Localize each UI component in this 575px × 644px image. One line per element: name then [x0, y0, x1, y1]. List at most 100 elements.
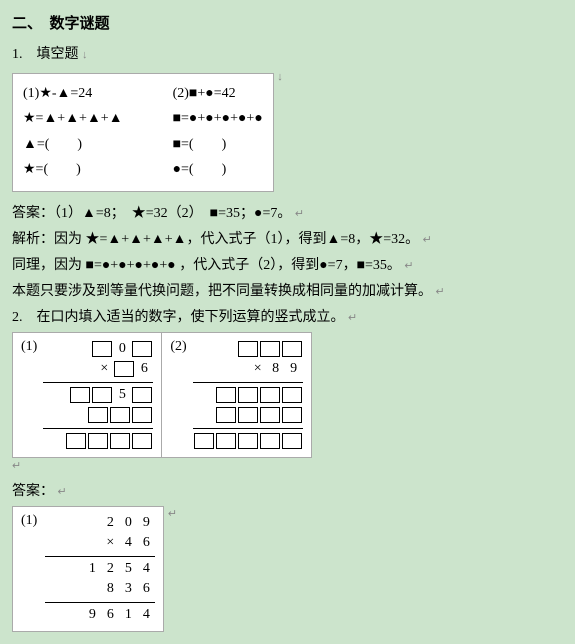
blank-box-icon [110, 407, 130, 423]
para-mark-icon: ↵ [58, 486, 67, 498]
q1-left-c: ▲=( ) [23, 134, 123, 156]
q1-left-a: (1)★-▲=24 [23, 83, 123, 105]
blank-box-icon [216, 407, 236, 423]
q2-ans-label: (1) [21, 513, 37, 625]
math-row: 1254 [45, 559, 155, 579]
blank-box-icon [66, 433, 86, 449]
digit-cell: × [95, 361, 113, 377]
q1-left-col: (1)★-▲=24 ★=▲+▲+▲+▲ ▲=( ) ★=( ) [23, 80, 123, 185]
digit-cell: 5 [119, 561, 137, 577]
blank-box-icon [114, 361, 134, 377]
math-row [193, 339, 303, 359]
digit-cell: × [101, 535, 119, 551]
para-mark-icon: ↵ [423, 234, 432, 246]
q1-expl2a-line: 同理，因为 ■=●+●+●+●+● ，代入式子（2），得到●=7，■=35。 ↵ [12, 254, 563, 274]
blank-box-icon [282, 407, 302, 423]
rule-line [43, 381, 153, 383]
digit-cell: 9 [83, 607, 101, 623]
math-row: 209 [45, 513, 155, 533]
math-row [43, 431, 153, 451]
q1-expl1-line: 解析：因为 ★=▲+▲+▲+▲，代入式子（1），得到▲=8，★=32。 ↵ [12, 228, 563, 248]
q1-expl2b: 本题只要涉及到等量代换问题，把不同量转换成相同量的加减计算。 [12, 284, 432, 299]
blank-box-icon [238, 407, 258, 423]
q2-heading: 2. 在口内填入适当的数字，使下列运算的竖式成立。 ↵ [12, 306, 563, 326]
q1-left-b: ★=▲+▲+▲+▲ [23, 108, 123, 130]
digit-cell: 4 [137, 607, 155, 623]
q1-answer-line: 答案：（1）▲=8； ★=32（2） ■=35；●=7。 ↵ [12, 202, 563, 222]
q1-heading: 1. 填空题 ↓ [12, 43, 563, 63]
rule-line [43, 427, 153, 429]
q1-right-col: (2)■+●=42 ■=●+●+●+●+● ■=( ) ●=( ) [173, 80, 263, 185]
blank-box-icon [92, 341, 112, 357]
para-mark-icon: ↵ [348, 312, 357, 324]
blank-box-icon [88, 407, 108, 423]
blank-box-icon [238, 433, 258, 449]
q1-expl2a: 同理，因为 ■=●+●+●+●+● ，代入式子（2），得到●=7，■=35。 [12, 258, 401, 273]
para-mark-icon: ↵ [168, 508, 177, 520]
q2-p2-math: ×89 [193, 339, 303, 451]
digit-cell: × [249, 361, 267, 377]
math-row: 5 [43, 385, 153, 405]
digit-cell: 9 [137, 515, 155, 531]
q1-right-a: (2)■+●=42 [173, 83, 263, 105]
blank-box-icon [260, 433, 280, 449]
blank-box-icon [132, 387, 152, 403]
math-row: 836 [45, 579, 155, 599]
q1-right-b: ■=●+●+●+●+● [173, 108, 263, 130]
q2-p1-math: 0×65 [43, 339, 153, 451]
q2-p1-box: (1) 0×65 [12, 332, 162, 458]
q1-equation-box: (1)★-▲=24 ★=▲+▲+▲+▲ ▲=( ) ★=( ) (2)■+●=4… [12, 73, 274, 192]
q2-ans-math: 209×46 1254836 9 6 1 4 [45, 513, 155, 625]
q2-anslabel: 答案： [12, 484, 54, 499]
digit-cell: 1 [83, 561, 101, 577]
q1-expl1: 解析：因为 ★=▲+▲+▲+▲，代入式子（1），得到▲=8，★=32。 [12, 232, 419, 247]
para-mark-icon: ↵ [12, 460, 21, 472]
digit-cell: 2 [101, 515, 119, 531]
para-mark-icon: ↵ [436, 286, 445, 298]
q2-p2-label: (2) [170, 339, 186, 451]
rule-line [45, 555, 155, 557]
math-row [193, 431, 303, 451]
math-row [43, 405, 153, 425]
blank-box-icon [282, 387, 302, 403]
blank-box-icon [216, 387, 236, 403]
blank-box-icon [132, 433, 152, 449]
blank-box-icon [132, 341, 152, 357]
para-mark-icon: ↵ [404, 260, 413, 272]
q2-problems: (1) 0×65 (2) ×89 [12, 332, 563, 458]
digit-cell: 5 [113, 387, 131, 403]
math-row: ×46 [45, 533, 155, 553]
blank-box-icon [238, 341, 258, 357]
blank-box-icon [260, 387, 280, 403]
q1-heading-text: 1. 填空题 [12, 47, 79, 62]
digit-cell: 6 [135, 361, 153, 377]
para-mark-icon: ↓ [82, 49, 88, 61]
q1-right-d: ●=( ) [173, 159, 263, 181]
q1-left-d: ★=( ) [23, 159, 123, 181]
math-row [193, 405, 303, 425]
q2-heading-text: 2. 在口内填入适当的数字，使下列运算的竖式成立。 [12, 310, 345, 325]
math-row: 0 [43, 339, 153, 359]
rule-line [45, 601, 155, 603]
math-row: ×6 [43, 359, 153, 379]
rule-line [193, 381, 303, 383]
blank-box-icon [238, 387, 258, 403]
blank-box-icon [194, 433, 214, 449]
digit-cell: 0 [113, 341, 131, 357]
digit-cell: 6 [137, 535, 155, 551]
q1-answer: 答案：（1）▲=8； ★=32（2） ■=35；●=7。 [12, 206, 291, 221]
section-title: 二、 数字谜题 [12, 12, 563, 33]
blank-box-icon [260, 407, 280, 423]
blank-box-icon [88, 433, 108, 449]
blank-box-icon [92, 387, 112, 403]
blank-box-icon [282, 341, 302, 357]
q1-expl2b-line: 本题只要涉及到等量代换问题，把不同量转换成相同量的加减计算。 ↵ [12, 280, 563, 300]
math-row: ×89 [193, 359, 303, 379]
digit-cell: 2 [101, 561, 119, 577]
blank-box-icon [216, 433, 236, 449]
q2-ans-box: (1) 209×46 1254836 9 6 1 4 [12, 506, 164, 632]
q2-anslabel-line: 答案： ↵ [12, 480, 563, 500]
digit-cell: 8 [101, 581, 119, 597]
digit-cell: 4 [119, 535, 137, 551]
digit-cell: 9 [285, 361, 303, 377]
